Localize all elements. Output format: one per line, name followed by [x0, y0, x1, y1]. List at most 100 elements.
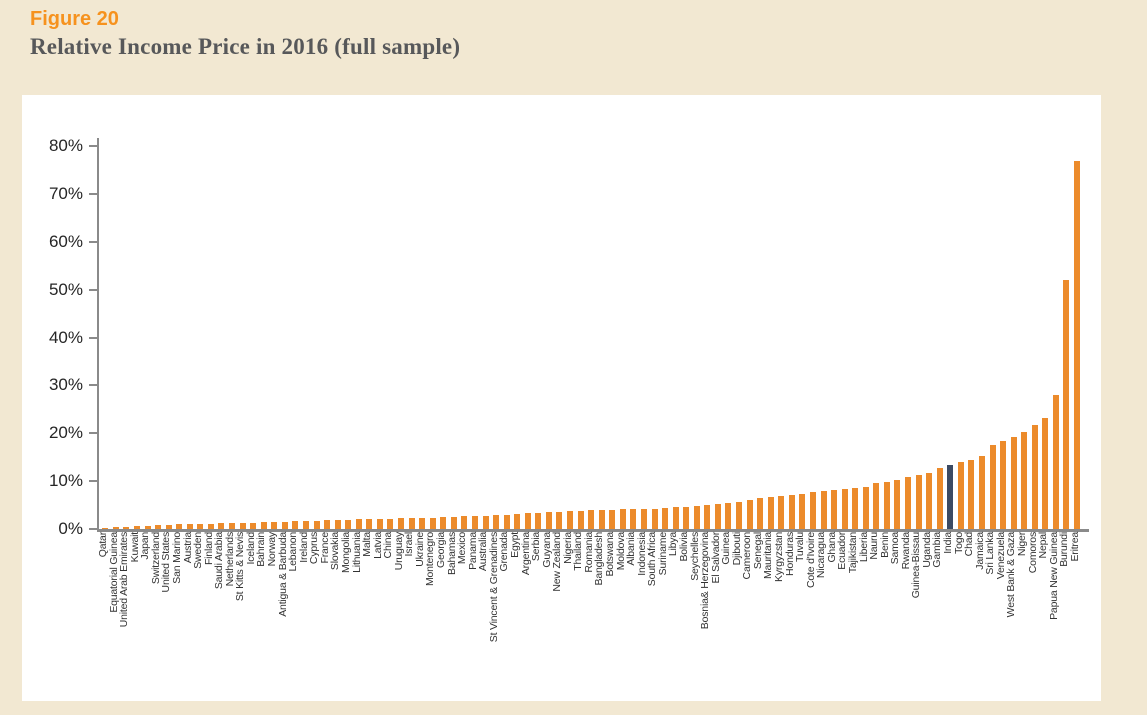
bar-equatorial-guinea: [112, 527, 119, 529]
bar-column: [343, 138, 354, 529]
figure-label: Figure 20: [30, 8, 119, 30]
bar-column: [470, 138, 481, 529]
bar-column: [670, 138, 681, 529]
bar-column: [142, 138, 153, 529]
bar-moldova: [619, 509, 626, 529]
bar-column: [1061, 138, 1072, 529]
bar-djibouti: [736, 501, 743, 529]
bar-latvia: [376, 518, 383, 529]
bar-rwanda: [905, 476, 912, 529]
bar-column: [554, 138, 565, 529]
bar-column: [301, 138, 312, 529]
y-tick-label: 30%: [48, 375, 83, 395]
x-label-cell: Bolivia: [677, 532, 690, 562]
bar-column: [744, 138, 755, 529]
bar-cyprus: [313, 520, 320, 529]
bar-column: [765, 138, 776, 529]
bar-column: [438, 138, 449, 529]
x-tick-label: Tajikistan: [846, 532, 859, 574]
bar-column: [195, 138, 206, 529]
bar-nigeria: [567, 511, 574, 529]
bar-mexico: [461, 516, 468, 529]
bar-column: [237, 138, 248, 529]
bar-column: [523, 138, 534, 529]
plot-area: 0% 10% 20% 30% 40% 50% 60% 70% 80%: [49, 137, 1089, 537]
x-tick-label: Niger: [1015, 532, 1028, 557]
y-tick-label: 70%: [48, 184, 83, 203]
bar-antigua-barbuda: [281, 521, 288, 529]
x-tick-label: Bolivia: [677, 532, 690, 562]
bar-column: [354, 138, 365, 529]
bar-column: [544, 138, 555, 529]
y-tick-mark: [89, 480, 97, 483]
bar-column: [396, 138, 407, 529]
bar-column: [248, 138, 259, 529]
bar-column: [808, 138, 819, 529]
bar-slovakia: [334, 520, 341, 529]
y-tick-label: 10%: [48, 471, 83, 491]
bar-saudi-arabia: [218, 523, 225, 529]
bar-switzerland: [155, 525, 162, 529]
bar-column: [121, 138, 132, 529]
bar-ukraine: [419, 518, 426, 529]
y-tick-label: 40%: [48, 327, 83, 347]
bar-column: [882, 138, 893, 529]
bar-column: [385, 138, 396, 529]
x-label-cell: Niger: [1015, 532, 1028, 557]
x-label-cell: Kyrgyzstan: [773, 532, 785, 582]
bar-comoros: [1031, 424, 1038, 529]
bar-column: [839, 138, 850, 529]
x-axis-labels: Qatar Equatorial Guinea United Arab Emirat…: [97, 532, 1081, 642]
bar-united-arab-emirates: [123, 526, 130, 529]
bar-albania: [630, 509, 637, 529]
bar-botswana: [609, 509, 616, 529]
bar-column: [924, 138, 935, 529]
bar-column: [945, 138, 956, 529]
bar-montenegro: [429, 517, 436, 529]
bar-column: [913, 138, 924, 529]
bar-column: [787, 138, 798, 529]
bar-column: [934, 138, 945, 529]
bar-column: [892, 138, 903, 529]
bar-column: [269, 138, 280, 529]
bar-sweden: [197, 523, 204, 529]
x-tick-label: Norway: [266, 532, 279, 567]
y-tick-label: 0%: [58, 519, 83, 538]
bar-column: [449, 138, 460, 529]
bar-column: [258, 138, 269, 529]
x-label-cell: Mongolia: [340, 532, 352, 573]
bar-column: [290, 138, 301, 529]
bar-st-vincent-grenadines: [493, 515, 500, 529]
bar-column: [723, 138, 734, 529]
bar-column: [586, 138, 597, 529]
bar-argentina: [524, 513, 531, 529]
x-label-cell: Qatar: [97, 532, 109, 557]
bar-column: [417, 138, 428, 529]
bar-libya: [672, 507, 679, 529]
bar-column: [776, 138, 787, 529]
bar-serbia: [535, 512, 542, 529]
bar-column: [311, 138, 322, 529]
bar-column: [850, 138, 861, 529]
y-tick-mark: [89, 384, 97, 387]
bar-column: [132, 138, 143, 529]
bar-cameroon: [746, 500, 753, 529]
x-label-cell: San Marino: [170, 532, 183, 584]
bar-senegal: [757, 498, 764, 529]
bar-column: [427, 138, 438, 529]
y-tick-mark: [89, 432, 97, 435]
bar-eritrea: [1074, 160, 1081, 529]
bar-column: [575, 138, 586, 529]
bar-ecuador: [841, 489, 848, 529]
bar-bahrain: [260, 522, 267, 529]
bar-china: [387, 518, 394, 529]
bar-column: [681, 138, 692, 529]
bar-guyana: [545, 512, 552, 529]
bar-thailand: [577, 510, 584, 529]
bar-column: [660, 138, 671, 529]
bar-column: [501, 138, 512, 529]
x-tick-label: San Marino: [170, 532, 183, 584]
bar-column: [618, 138, 629, 529]
bar-column: [459, 138, 470, 529]
bar-france: [324, 520, 331, 529]
